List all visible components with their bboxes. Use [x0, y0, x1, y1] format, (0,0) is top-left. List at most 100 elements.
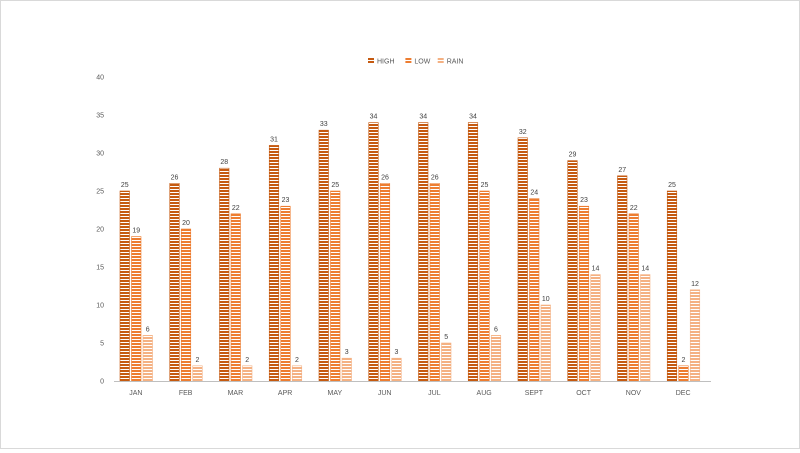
x-tick-label: SEPT [525, 390, 544, 397]
x-tick-label: APR [278, 390, 292, 397]
data-label: 22 [630, 205, 638, 212]
x-tick-label: MAR [228, 390, 244, 397]
data-label: 34 [370, 114, 378, 121]
bar-rain-oct [590, 274, 601, 382]
x-axis: JAN FEB MAR APR MAY JUN JUL AUG SEPT OCT NOV DEC [114, 381, 711, 397]
bar-rain-jun [391, 357, 402, 382]
x-tick-label: NOV [626, 390, 642, 397]
y-tick-label: 25 [96, 189, 104, 196]
bar-high-oct [567, 160, 578, 382]
x-tick-label: DEC [676, 390, 691, 397]
bar-high-feb [169, 183, 180, 382]
y-tick-label: 35 [96, 113, 104, 120]
legend: HIGH LOW RAIN [368, 57, 463, 66]
y-tick-label: 30 [96, 151, 104, 158]
data-label: 12 [691, 281, 699, 288]
bar-high-sept [517, 137, 528, 382]
legend-swatch-rain [437, 57, 444, 63]
bar-rain-jul [441, 342, 452, 382]
data-label: 3 [345, 349, 349, 356]
bar-rain-sept [540, 304, 551, 382]
bar-low-jan [131, 236, 142, 382]
bars-group: 2519626202282223123233253342633426534256… [119, 114, 701, 382]
y-tick-label: 10 [96, 303, 104, 310]
y-axis: 0 5 10 15 20 25 30 35 40 [96, 75, 104, 386]
x-tick-label: JUN [378, 390, 392, 397]
data-label: 2 [682, 357, 686, 364]
data-label: 31 [270, 136, 278, 143]
x-tick-label: AUG [477, 390, 492, 397]
data-label: 14 [592, 266, 600, 273]
x-tick-label: JUL [428, 390, 441, 397]
bar-high-jul [418, 122, 429, 382]
legend-label-rain: RAIN [447, 59, 464, 66]
bar-low-feb [180, 228, 192, 382]
bar-high-aug [467, 122, 479, 382]
x-tick-label: MAY [328, 390, 343, 397]
data-label: 5 [444, 334, 448, 341]
data-label: 25 [121, 182, 129, 189]
data-label: 33 [320, 121, 328, 128]
data-label: 2 [295, 357, 299, 364]
data-label: 10 [542, 296, 550, 303]
data-label: 25 [331, 182, 339, 189]
data-label: 23 [282, 197, 290, 204]
bar-low-apr [280, 205, 291, 382]
bar-rain-may [341, 357, 352, 382]
bar-low-oct [578, 205, 590, 382]
y-tick-label: 5 [100, 341, 104, 348]
bar-high-jun [368, 122, 379, 382]
data-label: 24 [530, 190, 538, 197]
data-label: 34 [469, 114, 477, 121]
data-label: 25 [668, 182, 676, 189]
data-label: 2 [245, 357, 249, 364]
y-tick-label: 20 [96, 227, 104, 234]
data-label: 3 [395, 349, 399, 356]
bar-high-nov [617, 175, 628, 382]
data-label: 26 [171, 174, 179, 181]
data-label: 26 [381, 174, 389, 181]
bar-low-sept [529, 198, 540, 382]
bar-rain-feb [192, 365, 203, 382]
bar-low-dec [678, 365, 689, 382]
data-label: 27 [618, 167, 626, 174]
legend-swatch-low [405, 57, 412, 63]
data-label: 32 [519, 129, 527, 136]
x-tick-label: FEB [179, 390, 193, 397]
legend-swatch-high [368, 57, 374, 63]
data-label: 28 [220, 159, 228, 166]
bar-rain-aug [490, 335, 502, 382]
legend-label-high: HIGH [377, 59, 395, 66]
data-label: 23 [580, 197, 588, 204]
data-label: 6 [494, 326, 498, 333]
data-label: 22 [232, 205, 240, 212]
bar-high-jan [119, 190, 130, 382]
bar-rain-dec [689, 289, 701, 382]
bar-low-nov [628, 213, 639, 382]
data-label: 34 [419, 114, 427, 121]
x-tick-label: JAN [129, 390, 142, 397]
data-label: 26 [431, 174, 439, 181]
data-label: 14 [641, 266, 649, 273]
bar-high-may [318, 129, 329, 382]
data-label: 29 [569, 152, 577, 159]
bar-rain-nov [640, 274, 651, 382]
bar-low-jun [379, 183, 391, 382]
bar-high-dec [666, 190, 678, 382]
bar-low-jul [429, 183, 440, 382]
data-label: 25 [481, 182, 489, 189]
bar-high-apr [268, 145, 280, 382]
bar-rain-jan [142, 335, 153, 382]
y-tick-label: 0 [100, 379, 104, 386]
y-tick-label: 15 [96, 265, 104, 272]
data-label: 20 [182, 220, 190, 227]
y-tick-label: 40 [96, 75, 104, 82]
bar-rain-mar [242, 365, 253, 382]
legend-label-low: LOW [414, 59, 430, 66]
data-label: 2 [196, 357, 200, 364]
bar-low-aug [479, 190, 490, 382]
bar-low-mar [230, 213, 241, 382]
bar-low-may [330, 190, 341, 382]
